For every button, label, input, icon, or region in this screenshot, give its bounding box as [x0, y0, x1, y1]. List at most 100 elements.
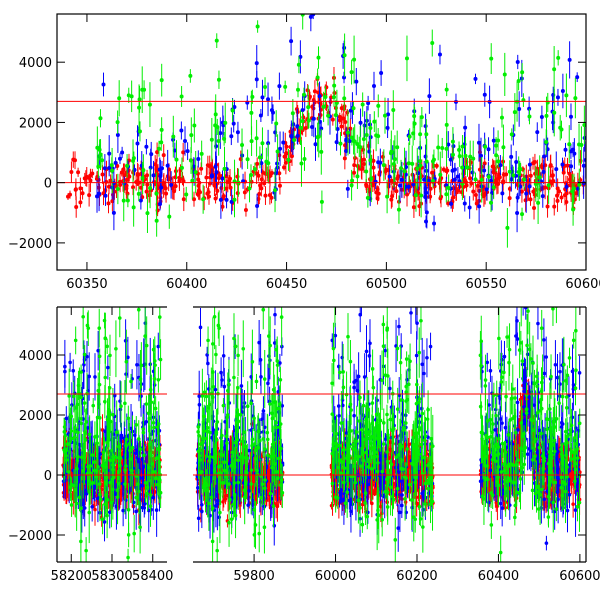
- data-point: [494, 178, 498, 182]
- data-point: [289, 39, 293, 43]
- data-point: [362, 162, 366, 166]
- data-point: [140, 458, 144, 462]
- data-point: [395, 177, 399, 181]
- data-point: [72, 395, 76, 399]
- data-point: [331, 118, 335, 122]
- data-point: [134, 423, 138, 427]
- data-point: [118, 183, 122, 187]
- data-point: [541, 194, 545, 198]
- data-point: [494, 144, 498, 148]
- data-point: [453, 178, 457, 182]
- data-point: [222, 167, 226, 171]
- data-point: [556, 56, 560, 60]
- data-point: [389, 198, 393, 202]
- data-point: [124, 186, 128, 190]
- data-point: [445, 88, 449, 92]
- data-point: [385, 195, 389, 199]
- data-point: [544, 114, 548, 118]
- data-point: [143, 334, 147, 338]
- data-point: [316, 56, 320, 60]
- data-point: [317, 135, 321, 139]
- data-point: [479, 154, 483, 158]
- data-point: [307, 119, 311, 123]
- data-point: [573, 96, 577, 100]
- data-point: [143, 502, 147, 506]
- data-point: [145, 211, 149, 215]
- data-point: [372, 120, 376, 124]
- data-point: [386, 126, 390, 130]
- data-point: [141, 168, 145, 172]
- data-point: [302, 93, 306, 97]
- data-point: [158, 168, 162, 172]
- data-point: [149, 166, 153, 170]
- data-point: [160, 78, 164, 82]
- data-point: [281, 140, 285, 144]
- data-point: [125, 360, 129, 364]
- data-point: [120, 150, 124, 154]
- data-point: [78, 496, 82, 500]
- data-point: [231, 108, 235, 112]
- x-tick-label: 60550: [466, 277, 507, 292]
- data-point: [397, 208, 401, 212]
- data-point: [74, 205, 78, 209]
- data-point: [81, 315, 85, 319]
- data-point: [222, 194, 226, 198]
- data-point: [142, 431, 146, 435]
- data-point: [164, 192, 168, 196]
- data-point: [343, 53, 347, 57]
- data-point: [154, 192, 158, 196]
- data-point: [500, 116, 504, 120]
- data-point: [540, 115, 544, 119]
- data-point: [179, 128, 183, 132]
- data-point: [84, 438, 88, 442]
- data-point: [513, 110, 517, 114]
- data-point: [469, 160, 473, 164]
- data-point: [498, 163, 502, 167]
- data-point: [429, 187, 433, 191]
- data-point: [438, 53, 442, 57]
- data-point: [569, 115, 573, 119]
- data-point: [477, 204, 481, 208]
- data-point: [471, 190, 475, 194]
- data-point: [302, 157, 306, 161]
- data-point: [84, 549, 88, 553]
- data-point: [314, 142, 318, 146]
- data-point: [128, 449, 132, 453]
- data-point: [174, 169, 178, 173]
- data-point: [108, 386, 112, 390]
- data-point: [73, 158, 77, 162]
- data-point: [217, 139, 221, 143]
- data-point: [316, 75, 320, 79]
- data-point: [568, 58, 572, 62]
- data-point: [395, 145, 399, 149]
- data-point: [183, 139, 187, 143]
- data-point: [277, 84, 281, 88]
- data-point: [352, 58, 356, 62]
- data-point: [491, 164, 495, 168]
- data-point: [215, 39, 219, 43]
- data-point: [473, 177, 477, 181]
- x-tick-label: 60350: [66, 277, 107, 292]
- data-point: [147, 412, 151, 416]
- data-point: [419, 193, 423, 197]
- data-point: [142, 506, 146, 510]
- data-point: [508, 170, 512, 174]
- data-point: [127, 508, 131, 512]
- data-point: [263, 194, 267, 198]
- data-point: [95, 146, 99, 150]
- data-point: [354, 80, 358, 84]
- data-point: [141, 176, 145, 180]
- data-point: [105, 345, 109, 349]
- data-point: [552, 67, 556, 71]
- data-point: [67, 394, 71, 398]
- data-point: [391, 108, 395, 112]
- data-point: [67, 470, 71, 474]
- data-point: [286, 158, 290, 162]
- data-point: [91, 481, 95, 485]
- data-point: [81, 191, 85, 195]
- data-point: [171, 135, 175, 139]
- data-point: [127, 533, 131, 537]
- data-point: [556, 199, 560, 203]
- data-point: [105, 514, 109, 518]
- data-point: [565, 185, 569, 189]
